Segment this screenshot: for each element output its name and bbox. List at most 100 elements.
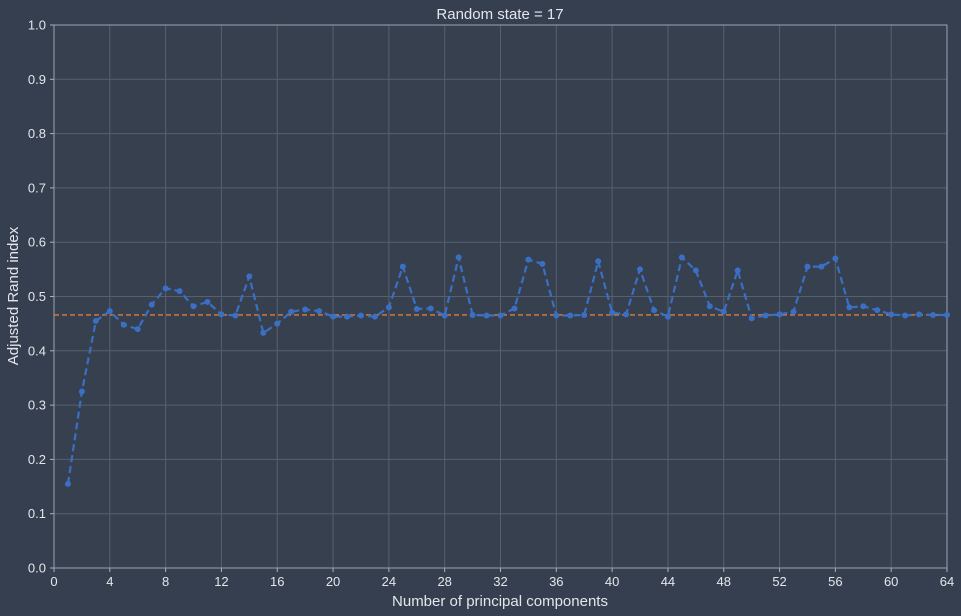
data-point — [902, 312, 909, 319]
x-tick-label: 64 — [940, 574, 954, 589]
data-point — [650, 307, 657, 314]
data-point — [930, 311, 937, 318]
grid — [53, 24, 948, 569]
data-point — [64, 480, 71, 487]
data-point — [469, 311, 476, 318]
data-point — [888, 311, 895, 318]
x-tick-label: 4 — [106, 574, 113, 589]
data-point — [818, 263, 825, 270]
data-point — [371, 313, 378, 320]
chart-title: Random state = 17 — [436, 6, 563, 23]
data-point — [567, 312, 574, 319]
data-point — [427, 305, 434, 312]
data-point — [260, 329, 267, 336]
x-tick-label: 56 — [828, 574, 842, 589]
data-point — [288, 308, 295, 315]
x-tick-label: 16 — [270, 574, 284, 589]
data-point — [860, 303, 867, 310]
data-point — [734, 267, 741, 274]
y-tick-label: 0.2 — [28, 452, 46, 467]
x-tick-label: 52 — [772, 574, 786, 589]
data-point — [357, 312, 364, 319]
data-point — [511, 305, 518, 312]
y-tick-label: 0.3 — [28, 398, 46, 413]
data-point — [232, 312, 239, 319]
y-tick-label: 0.8 — [28, 126, 46, 141]
y-tick-label: 1.0 — [28, 18, 46, 33]
data-point — [637, 266, 644, 273]
x-tick-label: 60 — [884, 574, 898, 589]
data-point — [441, 312, 448, 319]
y-tick-label: 0.7 — [28, 180, 46, 195]
y-tick-label: 0.1 — [28, 506, 46, 521]
data-point — [344, 313, 351, 320]
y-tick-label: 0.4 — [28, 343, 46, 358]
data-point — [162, 285, 169, 292]
data-point — [609, 309, 616, 316]
data-point — [274, 320, 281, 327]
data-point — [316, 308, 323, 315]
data-point — [720, 308, 727, 315]
data-point — [846, 304, 853, 311]
plot-frame — [53, 24, 948, 569]
y-tick-label: 0.0 — [28, 561, 46, 576]
data-point — [106, 308, 113, 315]
data-point — [790, 308, 797, 315]
data-point — [581, 311, 588, 318]
x-tick-label: 0 — [50, 574, 57, 589]
x-tick-label: 28 — [437, 574, 451, 589]
x-tick-label: 44 — [661, 574, 675, 589]
data-point — [916, 311, 923, 318]
data-point — [553, 312, 560, 319]
data-point — [455, 254, 462, 261]
data-point — [78, 388, 85, 395]
data-point — [706, 303, 713, 310]
x-tick-label: 12 — [214, 574, 228, 589]
data-point — [497, 312, 504, 319]
data-point — [483, 312, 490, 319]
x-tick-label: 48 — [717, 574, 731, 589]
x-axis-title: Number of principal components — [392, 593, 608, 610]
data-point — [874, 307, 881, 314]
data-point — [762, 312, 769, 319]
data-point — [748, 315, 755, 322]
data-point — [413, 305, 420, 312]
series-line — [66, 256, 947, 484]
x-tick-label: 20 — [326, 574, 340, 589]
data-point — [595, 258, 602, 265]
data-point — [664, 313, 671, 320]
data-point — [134, 326, 141, 333]
data-point — [539, 260, 546, 267]
data-point — [120, 321, 127, 328]
y-axis-title: Adjusted Rand index — [5, 226, 22, 365]
data-point — [176, 288, 183, 295]
x-tick-label: 36 — [549, 574, 563, 589]
data-point — [148, 301, 155, 308]
data-point — [204, 298, 211, 305]
data-point — [832, 255, 839, 262]
data-point — [623, 311, 630, 318]
data-point — [692, 267, 699, 274]
y-tick-label: 0.5 — [28, 289, 46, 304]
data-point — [330, 313, 337, 320]
data-point — [944, 311, 950, 318]
data-point — [92, 317, 99, 324]
y-tick-label: 0.9 — [28, 72, 46, 87]
x-tick-label: 24 — [382, 574, 396, 589]
axes: 0 4 8 12 16 20 24 28 32 36 40 44 48 52 56 60 640.00.10.2… — [28, 18, 954, 590]
x-tick-label: 40 — [605, 574, 619, 589]
x-tick-label: 8 — [162, 574, 169, 589]
x-tick-label: 32 — [493, 574, 507, 589]
data-point — [804, 263, 811, 270]
data-point — [678, 254, 685, 261]
series-layer — [54, 254, 950, 487]
y-tick-label: 0.6 — [28, 235, 46, 250]
data-point — [302, 306, 309, 313]
data-point — [525, 256, 532, 263]
data-point — [399, 263, 406, 270]
data-point — [218, 311, 225, 318]
data-point — [385, 304, 392, 311]
data-point — [190, 303, 197, 310]
data-point — [776, 311, 783, 318]
